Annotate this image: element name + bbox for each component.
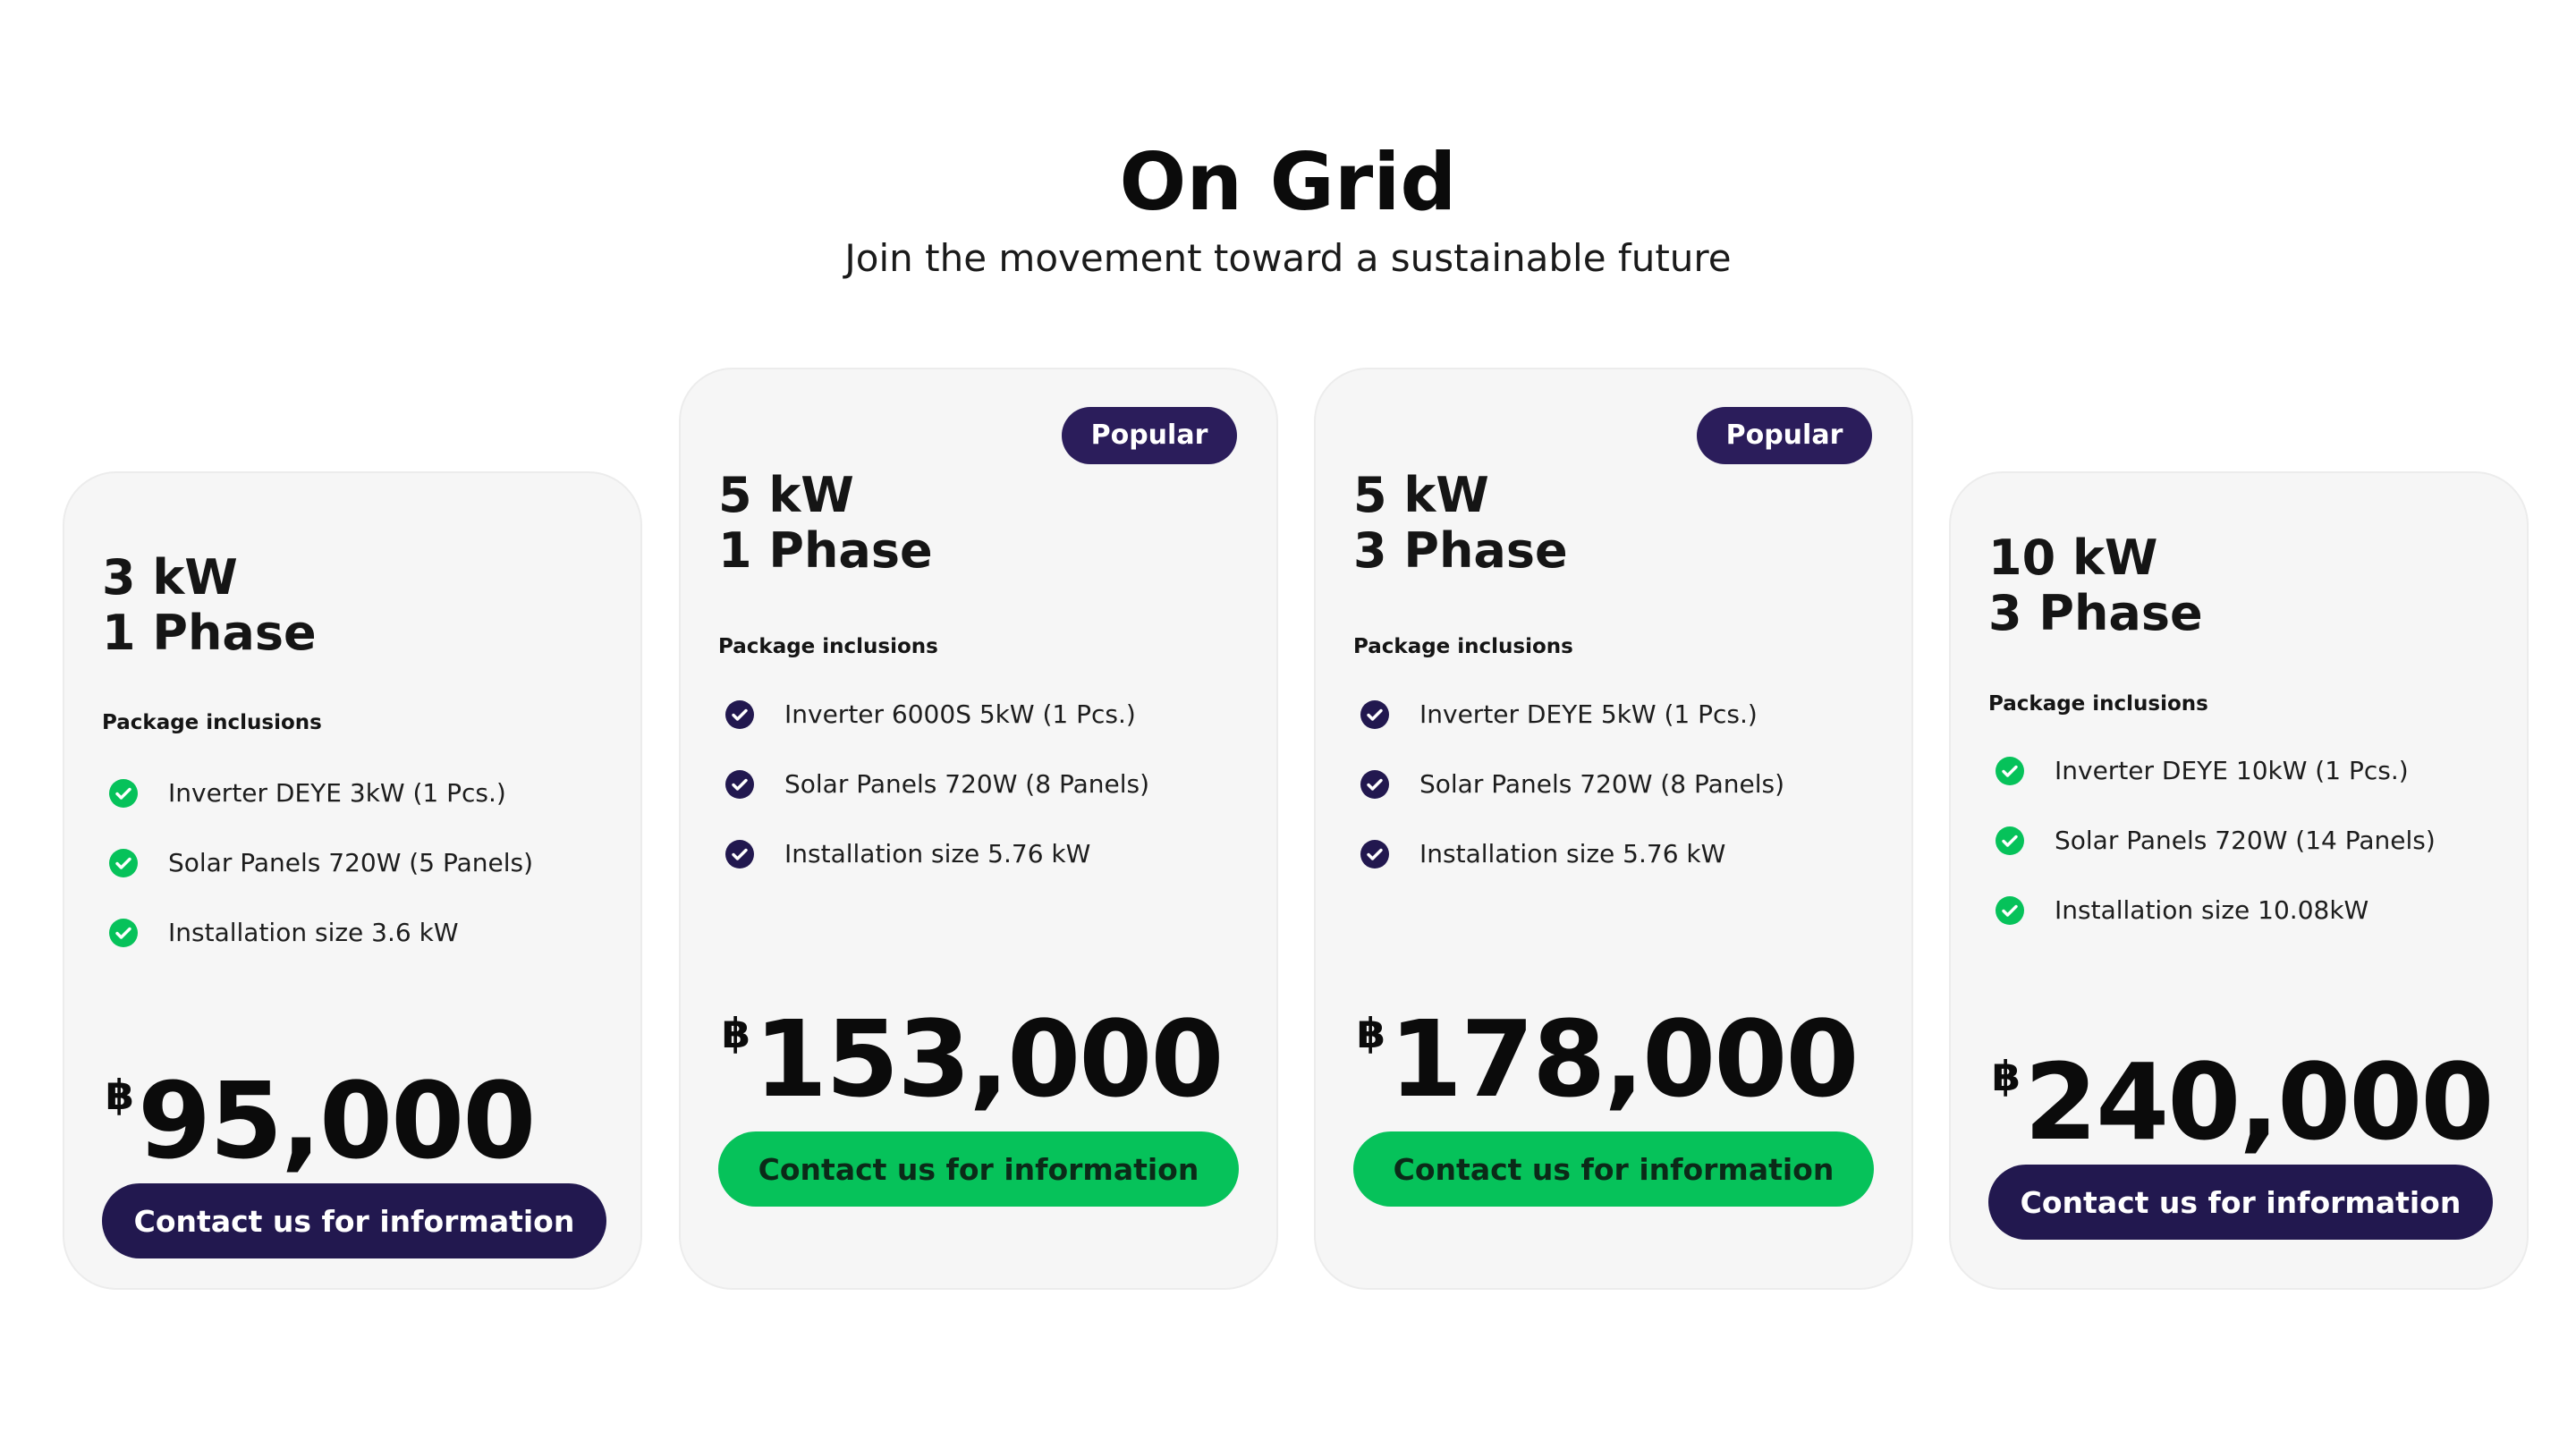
check-circle-icon (725, 770, 754, 799)
currency-symbol: ฿ (1992, 1052, 2021, 1100)
plan-card-5kw-1phase: Popular 5 kW 1 Phase Package inclusions … (679, 368, 1278, 1290)
plan-phase: 1 Phase (102, 605, 317, 661)
plan-card-3kw-1phase: 3 kW 1 Phase Package inclusions Inverter… (63, 471, 642, 1290)
feature-text: Solar Panels 720W (8 Panels) (784, 769, 1149, 799)
feature-text: Inverter DEYE 3kW (1 Pcs.) (168, 778, 506, 808)
feature-list: Inverter 6000S 5kW (1 Pcs.) Solar Panels… (718, 695, 1149, 904)
check-circle-icon (109, 849, 138, 877)
feature-text: Installation size 5.76 kW (1419, 839, 1726, 869)
package-inclusions-heading: Package inclusions (1353, 635, 1573, 658)
page-title: On Grid (1119, 136, 1457, 228)
feature-text: Solar Panels 720W (8 Panels) (1419, 769, 1784, 799)
feature-text: Installation size 10.08kW (2055, 895, 2369, 925)
currency-symbol: ฿ (722, 1009, 751, 1057)
package-inclusions-heading: Package inclusions (102, 711, 322, 734)
feature-text: Inverter 6000S 5kW (1 Pcs.) (784, 699, 1136, 729)
check-circle-icon (1360, 770, 1389, 799)
plan-power: 3 kW (102, 549, 238, 606)
package-inclusions-heading: Package inclusions (1988, 692, 2208, 716)
check-circle-icon (1360, 700, 1389, 729)
plan-title: 10 kW 3 Phase (1988, 530, 2203, 641)
feature-text: Installation size 3.6 kW (168, 918, 459, 947)
plan-power: 10 kW (1988, 530, 2158, 586)
check-circle-icon (1360, 840, 1389, 869)
price-amount: 240,000 (2024, 1040, 2494, 1164)
contact-button[interactable]: Contact us for information (102, 1183, 606, 1258)
check-circle-icon (725, 700, 754, 729)
feature-item: Inverter DEYE 10kW (1 Pcs.) (1988, 751, 2436, 821)
plan-power: 5 kW (718, 467, 854, 523)
plan-card-10kw-3phase: 10 kW 3 Phase Package inclusions Inverte… (1949, 471, 2529, 1290)
plan-title: 5 kW 1 Phase (718, 468, 933, 579)
popular-badge: Popular (1697, 407, 1872, 464)
price: ฿178,000 (1357, 997, 1859, 1123)
check-circle-icon (109, 779, 138, 808)
feature-item: Installation size 5.76 kW (1353, 835, 1784, 904)
feature-item: Inverter DEYE 5kW (1 Pcs.) (1353, 695, 1784, 765)
currency-symbol: ฿ (106, 1071, 135, 1119)
feature-item: Solar Panels 720W (8 Panels) (1353, 765, 1784, 835)
popular-badge: Popular (1062, 407, 1237, 464)
price-amount: 178,000 (1389, 997, 1859, 1121)
check-circle-icon (1996, 826, 2024, 855)
plan-card-5kw-3phase: Popular 5 kW 3 Phase Package inclusions … (1314, 368, 1913, 1290)
feature-text: Solar Panels 720W (14 Panels) (2055, 826, 2436, 855)
feature-item: Inverter DEYE 3kW (1 Pcs.) (102, 774, 533, 843)
price: ฿153,000 (722, 997, 1224, 1123)
feature-item: Installation size 10.08kW (1988, 891, 2436, 961)
plan-phase: 3 Phase (1988, 585, 2203, 641)
contact-button[interactable]: Contact us for information (1988, 1165, 2493, 1240)
feature-text: Solar Panels 720W (5 Panels) (168, 848, 533, 877)
plan-phase: 1 Phase (718, 522, 933, 579)
price-amount: 95,000 (138, 1059, 536, 1182)
feature-list: Inverter DEYE 5kW (1 Pcs.) Solar Panels … (1353, 695, 1784, 904)
check-circle-icon (1996, 896, 2024, 925)
check-circle-icon (1996, 757, 2024, 785)
price: ฿95,000 (106, 1059, 536, 1184)
feature-item: Solar Panels 720W (8 Panels) (718, 765, 1149, 835)
feature-text: Inverter DEYE 5kW (1 Pcs.) (1419, 699, 1758, 729)
contact-button[interactable]: Contact us for information (1353, 1131, 1874, 1207)
plan-title: 5 kW 3 Phase (1353, 468, 1568, 579)
check-circle-icon (725, 840, 754, 869)
plan-title: 3 kW 1 Phase (102, 550, 317, 661)
price-amount: 153,000 (754, 997, 1224, 1121)
feature-item: Installation size 5.76 kW (718, 835, 1149, 904)
feature-text: Installation size 5.76 kW (784, 839, 1091, 869)
feature-list: Inverter DEYE 10kW (1 Pcs.) Solar Panels… (1988, 751, 2436, 961)
currency-symbol: ฿ (1357, 1009, 1386, 1057)
feature-item: Installation size 3.6 kW (102, 913, 533, 983)
check-circle-icon (109, 919, 138, 947)
price: ฿240,000 (1992, 1040, 2494, 1165)
feature-list: Inverter DEYE 3kW (1 Pcs.) Solar Panels … (102, 774, 533, 983)
plan-power: 5 kW (1353, 467, 1489, 523)
feature-item: Solar Panels 720W (14 Panels) (1988, 821, 2436, 891)
feature-text: Inverter DEYE 10kW (1 Pcs.) (2055, 756, 2409, 785)
page-subtitle: Join the movement toward a sustainable f… (844, 236, 1732, 280)
feature-item: Inverter 6000S 5kW (1 Pcs.) (718, 695, 1149, 765)
feature-item: Solar Panels 720W (5 Panels) (102, 843, 533, 913)
plan-phase: 3 Phase (1353, 522, 1568, 579)
package-inclusions-heading: Package inclusions (718, 635, 938, 658)
contact-button[interactable]: Contact us for information (718, 1131, 1239, 1207)
